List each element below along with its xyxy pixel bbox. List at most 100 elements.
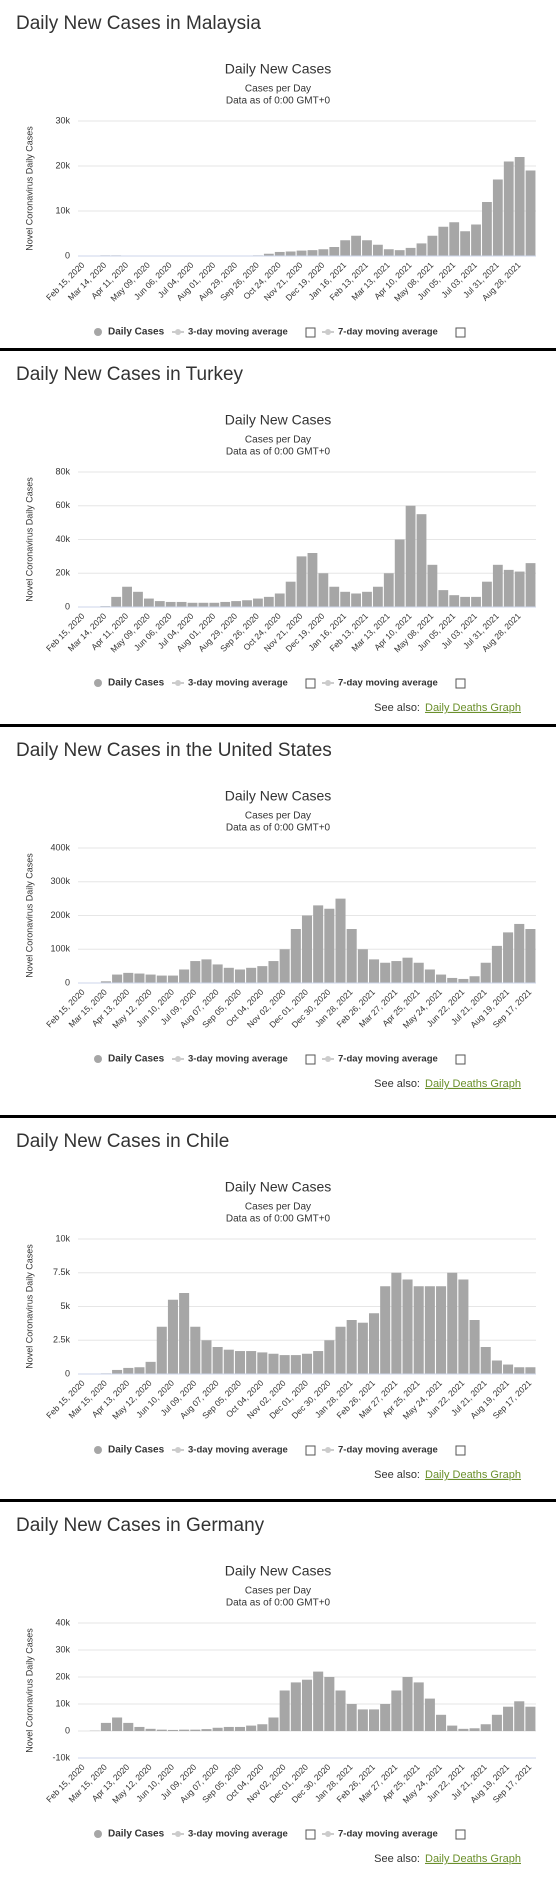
bar [514,1701,525,1731]
bar [427,564,438,607]
bar [438,590,449,607]
see-also-link[interactable]: Daily Deaths Graph [425,1853,521,1865]
chart-title: Daily New Cases [225,1563,332,1579]
see-also-label: See also: [374,702,420,714]
legend-checkbox[interactable] [305,327,316,338]
see-also-link[interactable]: Daily Deaths Graph [425,1078,521,1090]
bar [514,1367,525,1374]
section-heading: Daily New Cases in the United States [16,740,332,761]
legend-item[interactable]: 3-day moving average [172,678,288,689]
legend-checkbox[interactable] [305,678,316,689]
chart-title: Daily New Cases [225,412,332,428]
bar [525,1367,536,1374]
bar [480,1724,491,1731]
legend-item[interactable]: 7-day moving average [322,1829,438,1840]
bar [380,962,391,983]
bar [154,601,165,607]
legend-checkbox[interactable] [305,1829,316,1840]
bar [290,1355,301,1374]
bar [351,593,361,607]
bar [469,1320,480,1374]
bar [209,602,220,607]
chart: Daily New Cases in Malaysia Daily New Cas… [16,13,536,338]
bar [391,1690,402,1731]
legend-label: 7-day moving average [338,1445,438,1456]
bar [525,1706,536,1731]
legend-item[interactable]: Daily Cases [94,1445,165,1456]
see-also-link[interactable]: Daily Deaths Graph [425,1469,521,1481]
bar [335,1326,346,1374]
chart-section: Daily New Cases in the United States Dail… [0,727,556,1118]
legend-item[interactable]: 3-day moving average [172,1445,288,1456]
bar [492,179,503,256]
bar [362,591,372,607]
bar [335,898,346,983]
chart-section: Daily New Cases in Germany Daily New Case… [0,1502,556,1883]
bar [503,569,514,607]
bar [123,972,134,983]
y-tick-label: -10k [52,1752,70,1762]
y-tick-label: 20k [55,160,70,170]
bar [324,1677,335,1731]
legend-item[interactable]: 7-day moving average [322,1445,438,1456]
bar [179,1293,190,1374]
legend-checkbox[interactable] [455,1054,466,1065]
bar [503,161,514,256]
bar [424,1698,435,1731]
legend-label: 3-day moving average [188,678,288,689]
bar [405,505,416,607]
legend-checkbox[interactable] [455,327,466,338]
legend-item[interactable]: Daily Cases [94,1829,165,1840]
legend-label: Daily Cases [108,1445,165,1456]
legend-item[interactable]: 7-day moving average [322,678,438,689]
bar [279,1355,290,1374]
legend-checkbox[interactable] [455,1829,466,1840]
bar [279,949,290,983]
legend-item[interactable]: 7-day moving average [322,1054,438,1065]
bar [436,1714,447,1731]
bar [427,235,438,256]
bar [134,1726,145,1731]
legend-item[interactable]: Daily Cases [94,1054,165,1065]
y-tick-label: 0 [65,1725,70,1735]
y-tick-label: 30k [55,1644,70,1654]
bar [491,1360,502,1374]
section-heading: Daily New Cases in Turkey [16,364,244,385]
bar [491,945,502,983]
legend-item[interactable]: 3-day moving average [172,1829,288,1840]
bar [307,250,318,256]
chart-note: Data as of 0:00 GMT+0 [226,447,331,458]
bar [346,1704,357,1731]
bar [246,967,257,983]
legend-item[interactable]: 3-day moving average [172,327,288,338]
bar [460,231,471,256]
bar [190,961,201,983]
bar [383,573,394,607]
legend-item[interactable]: 3-day moving average [172,1054,288,1065]
chart-section: Daily New Cases in Malaysia Daily New Cas… [0,0,556,351]
bar [234,969,246,983]
bar [460,596,471,607]
bar [274,251,285,256]
bar [307,553,318,607]
y-tick-label: 2.5k [53,1335,71,1345]
legend-checkbox[interactable] [455,1445,466,1456]
bar [123,1722,134,1731]
legend-item[interactable]: 7-day moving average [322,327,438,338]
bar [145,1361,156,1374]
legend-item[interactable]: Daily Cases [94,678,165,689]
bar [301,1679,313,1731]
legend-item[interactable]: Daily Cases [94,327,165,338]
legend-checkbox[interactable] [305,1445,316,1456]
y-tick-label: 10k [55,1698,70,1708]
bar [112,974,123,983]
chart-title: Daily New Cases [225,788,332,804]
see-also-link[interactable]: Daily Deaths Graph [425,702,521,714]
legend-checkbox[interactable] [455,678,466,689]
bar [424,969,435,983]
bar [279,1690,290,1731]
legend-checkbox[interactable] [305,1054,316,1065]
legend-marker [175,329,181,335]
bar [362,240,372,256]
legend-label: 7-day moving average [338,678,438,689]
